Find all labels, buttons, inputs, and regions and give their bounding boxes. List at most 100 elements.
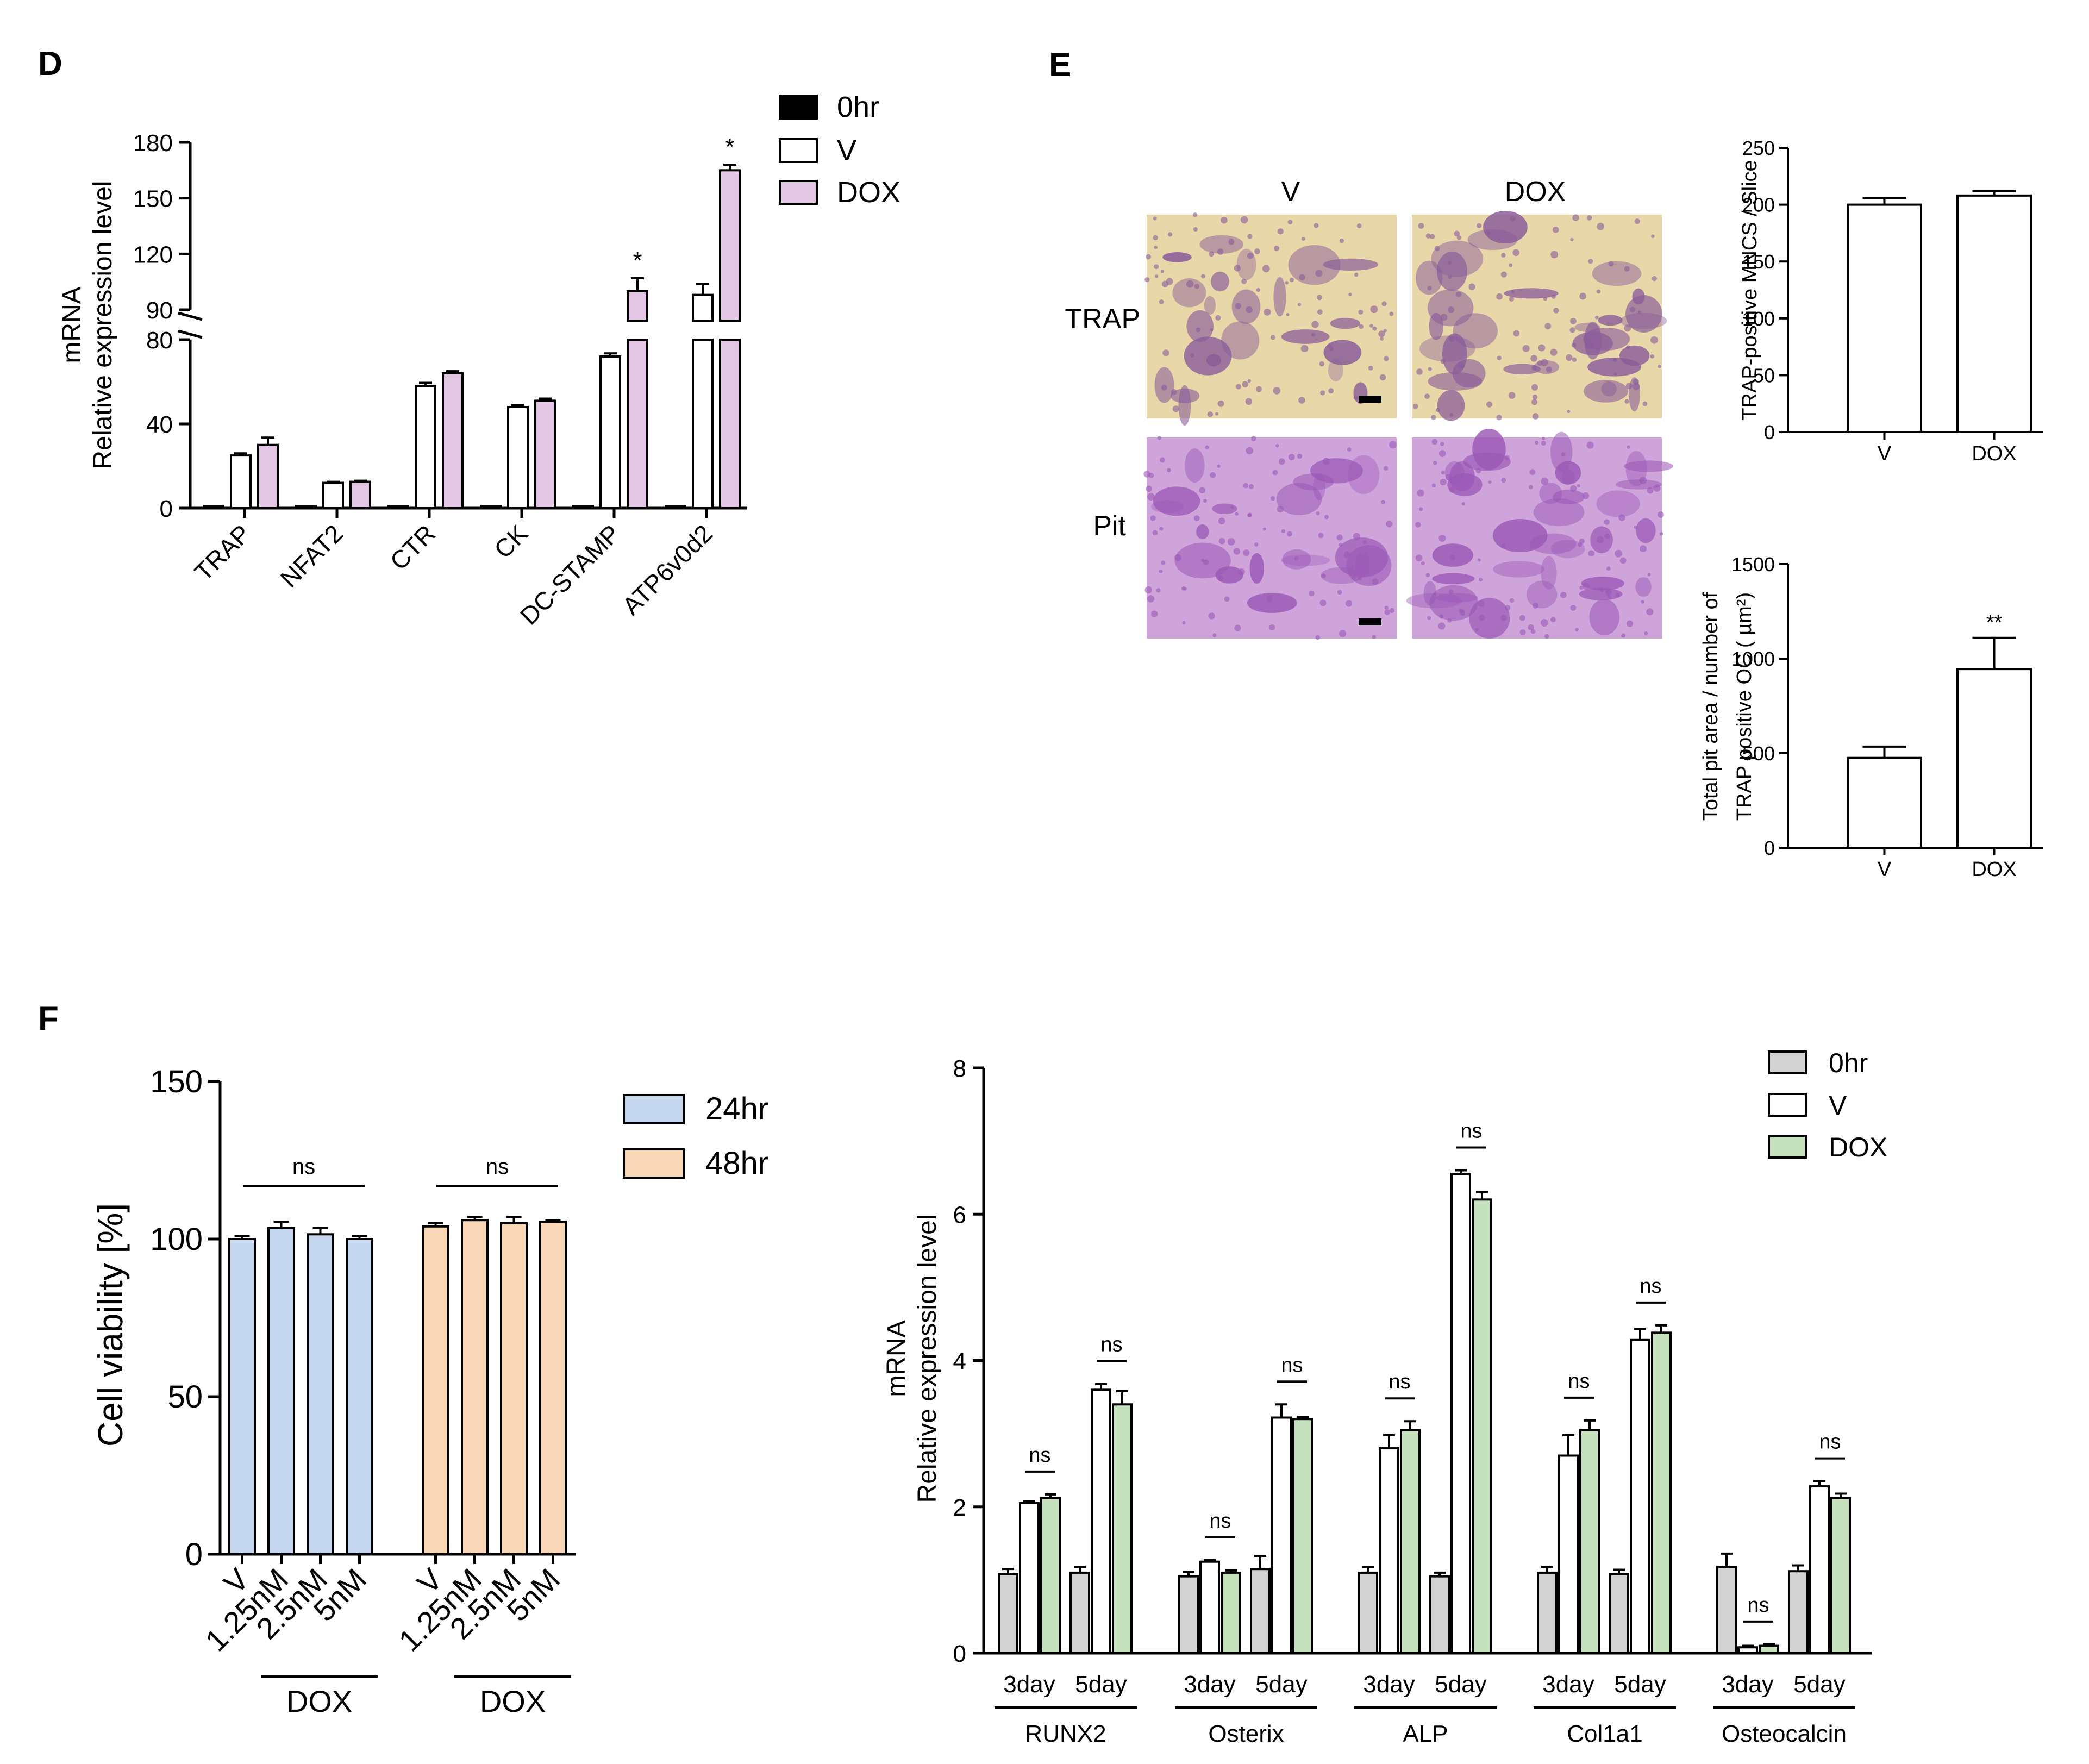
pit-v-speck [1339, 630, 1347, 637]
e-bottom-ytick-label-0: 0 [1764, 837, 1775, 859]
d-ytick-label-80: 80 [146, 327, 173, 354]
pit-dox-speck [1440, 479, 1447, 486]
f-right-bar-alp-3day-dox [1400, 1429, 1421, 1655]
pit-dox-cell [1589, 599, 1619, 635]
pit-dox-cell [1533, 498, 1585, 527]
f-left-ns-label-24hr: ns [292, 1155, 315, 1179]
pit-v-speck [1217, 575, 1223, 581]
f-right-ns-label-osterix-5day: ns [1281, 1354, 1303, 1377]
pit-v-speck [1389, 608, 1394, 613]
d-legend-label-v: V [837, 134, 856, 167]
pit-v-speck [1159, 527, 1164, 531]
pit-dox-speck [1478, 600, 1485, 607]
trap-v-speck [1207, 411, 1214, 417]
pit-v-speck [1336, 534, 1343, 541]
trap-dox-cell [1437, 390, 1465, 421]
trap-v-speck [1186, 280, 1194, 288]
trap-dox-speck [1531, 399, 1538, 405]
f-right-bar-osteocalcin-3day-v [1737, 1646, 1758, 1654]
pit-dox-speck [1582, 492, 1590, 499]
pit-v-speck [1362, 540, 1367, 545]
trap-dox-speck [1496, 293, 1503, 300]
pit-dox-speck [1501, 478, 1506, 483]
pit-dox-speck [1640, 545, 1647, 553]
pit-v-speck [1199, 487, 1206, 494]
trap-dox-speck [1496, 415, 1502, 421]
trap-v-speck [1264, 308, 1271, 316]
trap-v-speck [1262, 265, 1270, 273]
pit-v-speck [1389, 441, 1397, 449]
trap-v-speck [1153, 216, 1157, 221]
trap-v-speck [1162, 349, 1169, 356]
trap-v-speck [1161, 384, 1167, 391]
e-bottom-xtick-label-dox: DOX [1972, 858, 2016, 881]
trap-v-speck [1246, 306, 1253, 314]
trap-v-speck [1348, 292, 1352, 296]
pit-dox-speck [1575, 628, 1579, 632]
trap-dox-speck [1642, 401, 1648, 406]
pit-v-speck [1157, 436, 1161, 440]
pit-dox-speck [1447, 618, 1452, 623]
f-right-legend-label-0hr: 0hr [1829, 1048, 1868, 1078]
pit-dox-speck [1431, 483, 1436, 487]
pit-dox-speck [1449, 486, 1455, 493]
e-bottom-bar-v [1847, 756, 1922, 849]
f-right-timepoint-osteocalcin-5day: 5day [1793, 1671, 1845, 1698]
trap-v-speck [1215, 412, 1219, 416]
trap-v-cell [1231, 289, 1261, 324]
trap-dox-speck [1624, 266, 1630, 272]
trap-dox-speck [1650, 354, 1655, 359]
e-bottom-ytick-label-1000: 1000 [1731, 648, 1775, 670]
pit-dox-cell [1432, 573, 1475, 585]
trap-dox-speck [1416, 368, 1423, 375]
trap-v-speck [1228, 239, 1235, 245]
trap-v-cell [1273, 277, 1286, 317]
trap-v-speck [1242, 381, 1248, 387]
d-xtick-label-trap: TRAP [189, 519, 257, 586]
pit-dox-speck [1425, 573, 1430, 578]
trap-v-speck [1273, 245, 1280, 252]
trap-v-speck [1384, 356, 1389, 361]
e-top-ytick-label-50: 50 [1753, 364, 1775, 386]
trap-v-speck [1159, 299, 1164, 304]
f-right-bar-alp-5day-dox [1472, 1198, 1492, 1654]
scale-bar-pit [1359, 618, 1381, 625]
f-right-bar-col1a1-3day-v [1558, 1454, 1579, 1654]
f-right-bar-runx2-5day-v [1091, 1388, 1111, 1655]
d-bar-ck-v [507, 406, 529, 509]
pit-dox-speck [1519, 629, 1526, 635]
pit-dox-speck [1460, 610, 1466, 616]
pit-dox-speck [1449, 555, 1456, 561]
pit-v-speck [1147, 493, 1155, 501]
d-bar-atp6v0d2-0hr [665, 505, 686, 509]
e-top-ytick-label-0: 0 [1764, 421, 1775, 443]
pit-v-cell [1313, 473, 1325, 501]
d-legend-swatch-dox [779, 180, 818, 205]
pit-dox-speck [1579, 538, 1585, 545]
d-ylabel-line1: mRNA [58, 286, 86, 363]
pit-dox-cell [1596, 490, 1640, 517]
trap-v-cell [1281, 329, 1330, 344]
trap-dox-cell [1503, 364, 1541, 375]
f-right-bar-col1a1-5day-v [1630, 1338, 1650, 1654]
trap-dox-speck [1509, 296, 1515, 302]
trap-v-speck [1209, 251, 1214, 257]
pit-dox-speck [1615, 549, 1623, 558]
pit-v-cell [1276, 483, 1322, 515]
trap-v-speck [1287, 220, 1293, 225]
pit-v-cell [1249, 553, 1264, 584]
e-bottom-ylabel-line1: Total pit area / number of [1699, 592, 1722, 821]
f-right-gene-label-alp: ALP [1403, 1721, 1448, 1747]
pit-dox-cell [1581, 577, 1624, 591]
f-right-bar-alp-3day-v [1379, 1447, 1399, 1655]
pit-v-speck [1193, 515, 1200, 522]
f-left-bar-24hr-5nm [346, 1238, 373, 1555]
f-right-legend-label-dox: DOX [1829, 1132, 1887, 1162]
pit-dox-cell [1550, 540, 1585, 559]
pit-dox-cell [1472, 428, 1506, 470]
d-legend-label-dox: DOX [837, 176, 900, 209]
trap-v-speck [1298, 397, 1305, 404]
trap-v-speck [1154, 274, 1159, 278]
f-right-ns-label-osteocalcin-5day: ns [1819, 1431, 1841, 1454]
f-right-timepoint-osterix-5day: 5day [1255, 1671, 1307, 1698]
